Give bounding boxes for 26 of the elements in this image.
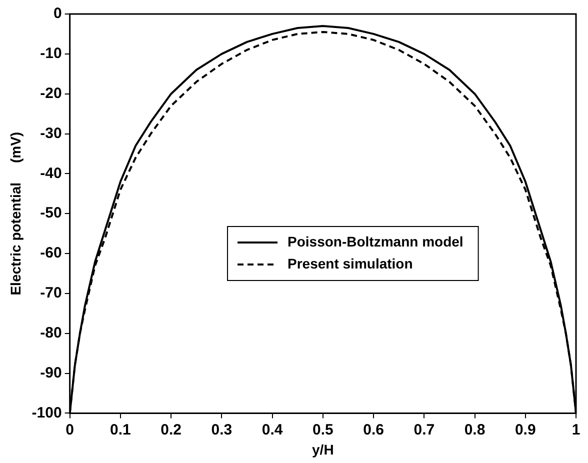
legend-label: Poisson-Boltzmann model xyxy=(288,233,464,250)
y-tick-label: -50 xyxy=(40,204,62,222)
x-tick-label: 0 xyxy=(66,421,74,438)
x-tick-label: 0.5 xyxy=(312,421,334,438)
y-tick-label: 0 xyxy=(53,5,62,22)
y-axis-title: Electric potential (mV) xyxy=(7,132,24,296)
y-tick-label: -60 xyxy=(40,244,62,262)
y-tick-label: -20 xyxy=(40,84,62,102)
y-tick-label: -100 xyxy=(32,404,62,422)
y-tick-label: -40 xyxy=(40,164,62,182)
y-tick-label: -30 xyxy=(40,124,62,142)
x-tick-label: 0.6 xyxy=(363,421,384,438)
x-tick-label: 0.4 xyxy=(262,421,284,438)
x-tick-label: 0.8 xyxy=(464,421,486,438)
y-tick-label: -10 xyxy=(40,45,62,62)
x-tick-label: 0.1 xyxy=(110,421,131,438)
x-tick-label: 0.7 xyxy=(414,421,435,438)
y-tick-label: -80 xyxy=(40,324,62,342)
x-tick-label: 0.3 xyxy=(211,421,232,438)
x-tick-label: 0.2 xyxy=(160,421,182,438)
y-tick-label: -90 xyxy=(40,364,62,382)
x-tick-label: 1 xyxy=(572,421,580,438)
legend-label: Present simulation xyxy=(288,255,413,272)
x-tick-label: 0.9 xyxy=(514,421,536,438)
y-tick-label: -70 xyxy=(40,284,62,302)
x-axis-title: y/H xyxy=(312,441,334,458)
